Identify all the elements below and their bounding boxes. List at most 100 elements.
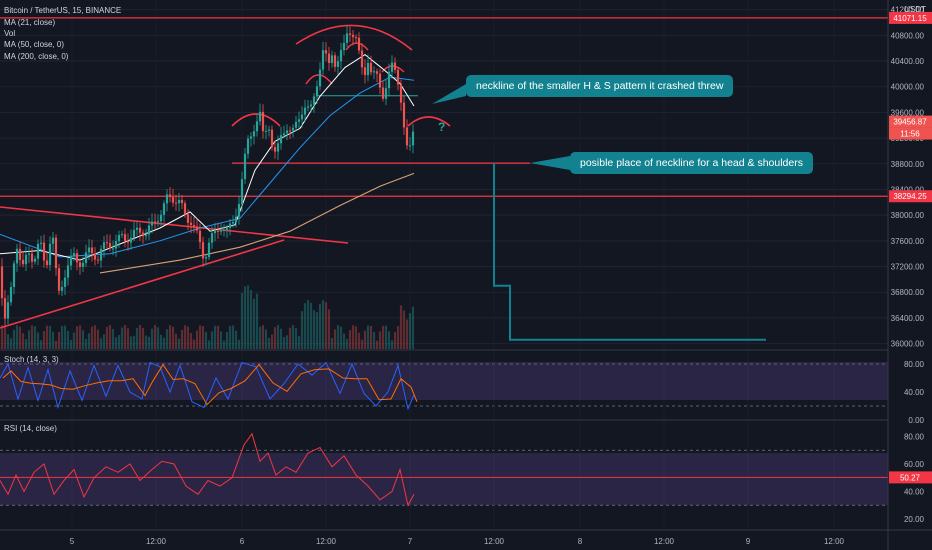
volume-bar bbox=[90, 326, 94, 349]
volume-bar bbox=[135, 328, 139, 349]
candle-body bbox=[288, 130, 292, 132]
candle-body bbox=[42, 242, 46, 261]
candle-body bbox=[402, 102, 406, 128]
candle-body bbox=[216, 230, 220, 232]
candle-body bbox=[303, 107, 307, 115]
time-tick-label: 8 bbox=[578, 537, 583, 546]
candle-body bbox=[339, 50, 343, 62]
stoch-tick-label: 80.00 bbox=[904, 360, 925, 369]
candle-body bbox=[384, 88, 388, 99]
candle-body bbox=[96, 259, 100, 261]
volume-bar bbox=[111, 328, 115, 349]
stoch-tick-label: 0.00 bbox=[908, 416, 924, 425]
symbol-title[interactable]: Bitcoin / TetherUS, 15, BINANCE bbox=[4, 6, 122, 15]
candle-body bbox=[396, 69, 400, 85]
candle-body bbox=[33, 258, 37, 262]
volume-bar bbox=[99, 338, 103, 349]
volume-bar bbox=[123, 325, 127, 349]
upper-trendline bbox=[0, 206, 349, 244]
volume-bar bbox=[132, 335, 136, 349]
volume-bar bbox=[48, 325, 52, 349]
callout-neckline-big[interactable]: posible place of neckline for a head & s… bbox=[570, 152, 813, 174]
candle-body bbox=[309, 104, 313, 107]
volume-bar bbox=[312, 310, 316, 349]
projection-path bbox=[493, 163, 766, 341]
volume-bar bbox=[207, 340, 211, 349]
volume-bar bbox=[6, 334, 10, 349]
ma21-line bbox=[0, 53, 415, 261]
volume-bar bbox=[198, 325, 202, 349]
price-tick-label: 37200.00 bbox=[891, 263, 925, 272]
volume-bar bbox=[30, 325, 34, 349]
candle-body bbox=[243, 153, 247, 180]
volume-bar bbox=[222, 340, 226, 349]
candle-body bbox=[225, 227, 229, 230]
volume-bar bbox=[192, 339, 196, 349]
volume-bar bbox=[150, 328, 154, 349]
volume-bar bbox=[9, 338, 13, 349]
small-head-arc bbox=[345, 42, 369, 51]
volume-bar bbox=[378, 331, 382, 349]
legend-vol[interactable]: Vol bbox=[4, 29, 16, 38]
candle-body bbox=[75, 253, 79, 263]
candle-body bbox=[366, 62, 370, 76]
callout-neckline-small[interactable]: neckline of the smaller H & S pattern it… bbox=[466, 75, 734, 97]
legend-ma21[interactable]: MA (21, close) bbox=[4, 18, 56, 27]
volume-bar bbox=[102, 334, 106, 349]
left-shoulder-arc bbox=[231, 113, 281, 127]
candle-body bbox=[54, 237, 58, 269]
volume-bars bbox=[0, 285, 415, 349]
rsi-tick-label: 40.00 bbox=[904, 488, 925, 497]
volume-bar bbox=[327, 309, 331, 349]
candle-body bbox=[57, 268, 61, 291]
candle-body bbox=[336, 61, 340, 67]
volume-bar bbox=[384, 325, 388, 349]
volume-bar bbox=[45, 325, 49, 349]
candle-body bbox=[84, 252, 88, 263]
candle-body bbox=[306, 106, 310, 108]
time-tick-label: 12:00 bbox=[654, 537, 675, 546]
volume-bar bbox=[264, 329, 268, 349]
volume-bar bbox=[204, 332, 208, 349]
candle-body bbox=[234, 216, 238, 223]
candle-body bbox=[279, 135, 283, 144]
volume-bar bbox=[330, 337, 334, 349]
volume-bar bbox=[120, 327, 124, 349]
candle-body bbox=[90, 247, 94, 254]
volume-bar bbox=[153, 325, 157, 349]
candle-body bbox=[36, 243, 40, 259]
volume-bar bbox=[396, 326, 400, 349]
candle-body bbox=[255, 121, 259, 132]
volume-bar bbox=[321, 300, 325, 349]
volume-bar bbox=[372, 332, 376, 349]
candle-body bbox=[330, 55, 334, 63]
stoch-title[interactable]: Stoch (14, 3, 3) bbox=[4, 355, 59, 364]
volume-bar bbox=[60, 325, 64, 349]
price-tick-label: 40400.00 bbox=[891, 57, 925, 66]
volume-bar bbox=[24, 339, 28, 349]
time-axis[interactable]: 5 12:00 6 12:00 7 12:00 8 12:00 9 12:00 bbox=[70, 537, 845, 546]
candle-body bbox=[165, 194, 169, 204]
legend-ma200[interactable]: MA (200, close, 0) bbox=[4, 52, 69, 61]
volume-bar bbox=[252, 298, 256, 349]
volume-bar bbox=[306, 300, 310, 349]
volume-bar bbox=[333, 329, 337, 349]
candle-body bbox=[207, 242, 211, 258]
volume-bar bbox=[246, 285, 250, 349]
candle-body bbox=[69, 256, 73, 266]
volume-bar bbox=[168, 325, 172, 349]
volume-bar bbox=[402, 310, 406, 349]
legend-ma50[interactable]: MA (50, close, 0) bbox=[4, 40, 65, 49]
volume-bar bbox=[354, 326, 358, 349]
candle-body bbox=[87, 247, 91, 253]
rsi-line bbox=[0, 432, 888, 507]
price-tick-label: 38800.00 bbox=[891, 160, 925, 169]
candle-body bbox=[222, 229, 226, 231]
volume-bar bbox=[15, 325, 19, 349]
volume-bar bbox=[165, 329, 169, 349]
candle-body bbox=[258, 111, 262, 122]
candle-body bbox=[246, 138, 250, 154]
volume-bar bbox=[270, 334, 274, 349]
candle-body bbox=[150, 221, 154, 226]
rsi-title[interactable]: RSI (14, close) bbox=[4, 424, 57, 433]
